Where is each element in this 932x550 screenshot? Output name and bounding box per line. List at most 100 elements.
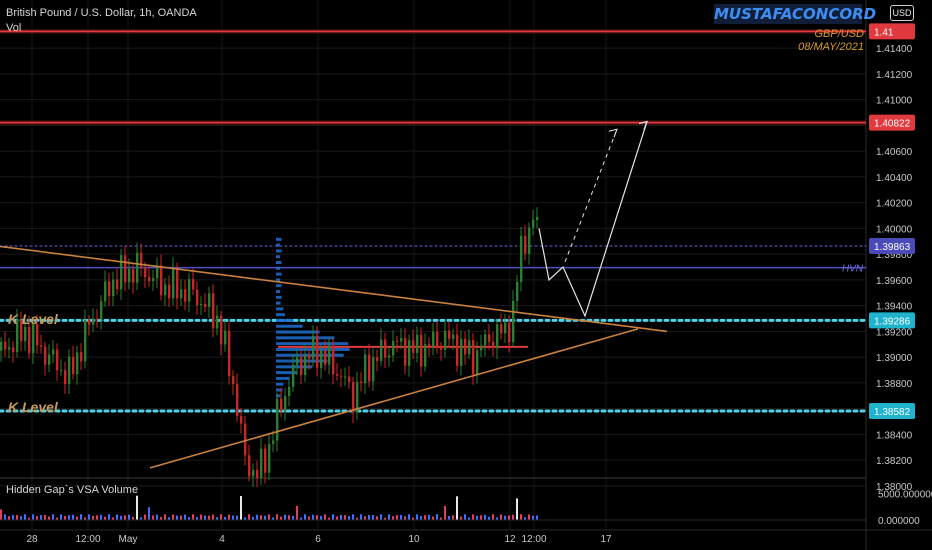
volume-bar: [224, 516, 226, 520]
volume-bar: [480, 515, 482, 520]
volume-bar: [328, 517, 330, 520]
candle-body: [424, 344, 427, 367]
profile-bar: [276, 394, 281, 398]
projection-arrows: [538, 120, 648, 318]
profile-bar: [276, 284, 282, 288]
time-tick-label: May: [119, 534, 138, 545]
volume-bar: [52, 514, 54, 520]
price-tick-label: 1.40000: [876, 224, 913, 235]
candle-body: [496, 324, 499, 349]
volume-bar: [136, 495, 138, 520]
candle-body: [84, 319, 87, 362]
profile-bar: [276, 318, 294, 322]
volume-bar: [396, 515, 398, 520]
volume-bar: [200, 514, 202, 520]
candle-body: [260, 448, 263, 478]
volume-bar: [208, 515, 210, 520]
candle-body: [280, 398, 283, 412]
candle-body: [192, 279, 195, 290]
volume-bar: [88, 514, 90, 520]
volume-bar: [84, 517, 86, 520]
volume-bar: [420, 516, 422, 520]
candle-body: [416, 334, 419, 353]
candle-body: [176, 267, 179, 299]
volume-bar: [376, 516, 378, 520]
price-tick-label: 1.39600: [876, 276, 913, 287]
candle-body: [248, 455, 251, 477]
volume-bar: [68, 515, 70, 520]
arrow-head-solid: [638, 120, 648, 130]
candle-body: [300, 357, 303, 375]
volume-bar: [416, 514, 418, 520]
volume-panel-title: Hidden Gap`s VSA Volume: [6, 484, 139, 496]
volume-bar: [264, 515, 266, 520]
candle-body: [76, 352, 79, 375]
candle-body: [32, 324, 35, 354]
volume-bar: [460, 516, 462, 520]
candle-body: [40, 345, 43, 347]
volume-bar: [156, 514, 158, 520]
candle-body: [52, 349, 55, 355]
candle-body: [244, 423, 247, 456]
candle-body: [420, 334, 423, 367]
volume-bar: [536, 515, 538, 520]
candle-body: [28, 326, 31, 354]
volume-bar: [76, 516, 78, 520]
profile-bar: [276, 330, 320, 334]
candle-body: [352, 381, 355, 413]
profile-bar: [276, 301, 281, 305]
price-tag-label: 1.39286: [874, 316, 911, 327]
volume-bar: [520, 514, 522, 520]
profile-bar: [276, 371, 298, 375]
candle-body: [120, 255, 123, 290]
volume-bar: [8, 516, 10, 520]
volume-bar: [308, 516, 310, 520]
candle-body: [288, 386, 291, 396]
volume-bar: [300, 517, 302, 520]
candle-body: [372, 356, 375, 382]
candle-body: [208, 293, 211, 307]
price-tick-label: 1.38200: [876, 456, 913, 467]
candle-body: [284, 395, 287, 412]
volume-bar: [336, 516, 338, 520]
volume-bar: [356, 517, 358, 520]
price-tick-label: 1.39200: [876, 327, 913, 338]
candle-body: [432, 331, 435, 347]
price-tick-label: 1.40600: [876, 147, 913, 158]
arrow-head-dashed: [608, 128, 618, 138]
price-levels: HVN: [0, 29, 868, 413]
candle-body: [236, 384, 239, 417]
candle-body: [44, 346, 47, 365]
volume-bar: [492, 514, 494, 520]
volume-bar: [524, 517, 526, 520]
volume-bar: [468, 517, 470, 520]
candle-body: [60, 369, 63, 371]
time-tick-label: 12: [504, 534, 516, 545]
volume-bar: [168, 517, 170, 520]
candle-body: [140, 252, 143, 269]
volume-bar: [448, 515, 450, 520]
price-tag-label: 1.41: [874, 27, 894, 38]
time-tick-label: 17: [600, 534, 612, 545]
candle-body: [8, 347, 11, 350]
candle-body: [380, 339, 383, 361]
volume-bar: [392, 516, 394, 520]
volume-bar: [512, 514, 514, 520]
volume-bar: [276, 514, 278, 520]
candle-body: [508, 322, 511, 343]
volume-bar: [352, 514, 354, 520]
candle-body: [80, 352, 83, 362]
volume-bar: [176, 515, 178, 520]
candle-body: [348, 376, 351, 382]
volume-bar: [40, 515, 42, 520]
currency-badge[interactable]: USD: [890, 5, 914, 21]
candle-body: [160, 265, 163, 296]
candle-body: [340, 375, 343, 377]
volume-bar: [252, 516, 254, 520]
candle-body: [392, 340, 395, 356]
volume-bar: [260, 515, 262, 520]
candle-body: [316, 335, 319, 368]
candle-body: [264, 448, 267, 473]
volume-indicator-label: Vol: [6, 22, 22, 34]
